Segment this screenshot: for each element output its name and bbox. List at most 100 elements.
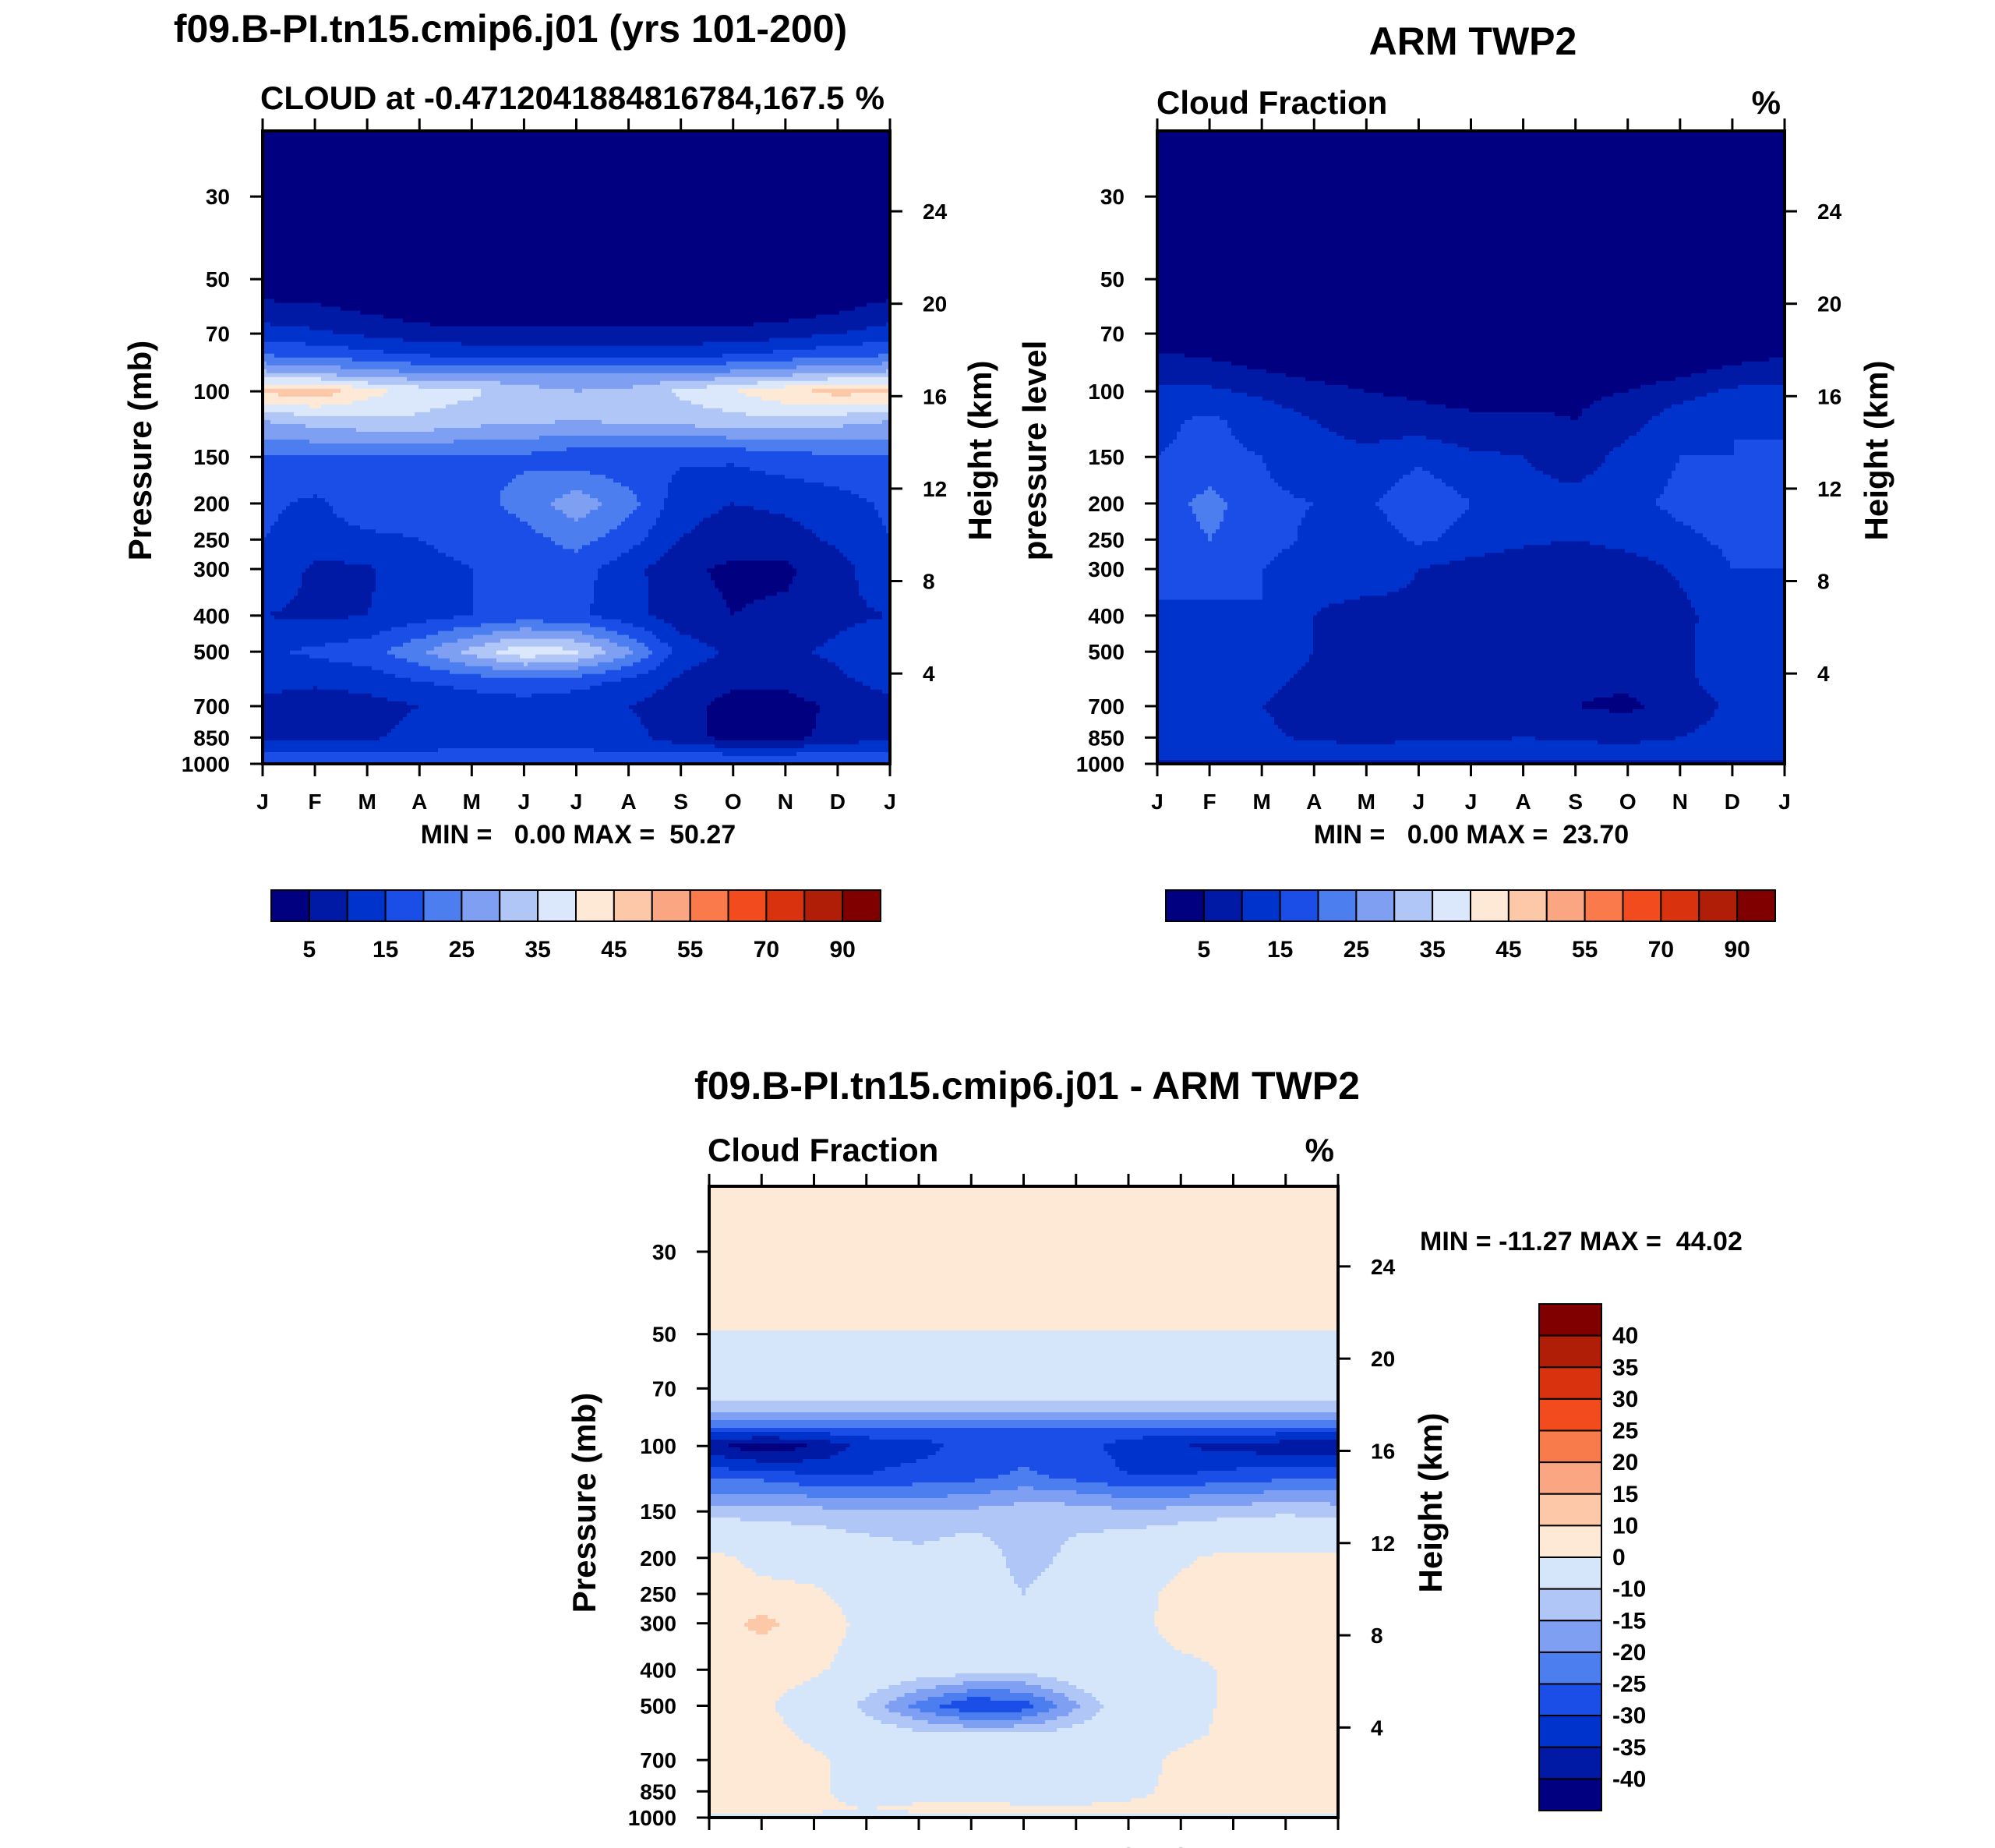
contour-cell [543,619,622,624]
contour-cell [1223,514,1306,518]
contour-cell [1157,267,1785,273]
contour-cell [740,1518,1218,1522]
contour-cell [834,1654,1195,1659]
contour-cell [1442,479,1559,483]
contour-cell [1157,369,1267,374]
contour-cell [590,607,649,613]
contour-cell [263,744,715,749]
contour-cell [1609,451,1735,456]
contour-cell [329,658,408,663]
contour-cell [1216,1701,1339,1705]
contour-cell [1157,170,1785,175]
contour-cell [846,1627,1160,1631]
contour-cell [637,673,680,679]
contour-cell [1209,1724,1339,1729]
contour-cell [263,197,891,202]
contour-cell [1157,677,1291,683]
contour-cell [348,345,817,351]
contour-cell [900,1681,964,1686]
contour-cell [834,1794,1147,1799]
contour-cell [263,576,302,581]
contour-cell [625,518,657,522]
contour-cell [859,584,891,589]
y-tick-label: 150 [1088,445,1125,469]
colorbar-box [1538,1366,1602,1400]
contour-cell [263,510,283,514]
contour-cell [709,1475,999,1479]
contour-cell [795,1685,890,1690]
contour-cell [1157,166,1785,171]
contour-cell [302,584,376,589]
contour-cell [878,514,891,518]
contour-cell [804,525,887,530]
contour-cell [1664,564,1731,569]
contour-cell [812,732,891,737]
contour-cell [1707,369,1785,374]
contour-cell [1115,1440,1280,1444]
contour-cell [709,1810,823,1814]
y-tick-label: 50 [206,267,230,292]
contour-cell [1157,619,1314,624]
y2-tick-label: 12 [923,477,947,501]
contour-cell [563,646,602,652]
contour-cell [263,373,337,378]
contour-cell [1313,638,1696,644]
contour-cell [1329,603,1692,609]
contour-cell [1157,697,1271,702]
contour-cell [418,705,630,710]
contour-cell [672,475,786,479]
contour-cell [621,482,669,487]
contour-cell [709,1638,843,1643]
contour-cell [769,337,891,343]
contour-cell [263,267,891,273]
contour-cell [644,642,669,648]
contour-cell [826,1592,1022,1596]
colorbar-label: 90 [1724,937,1750,963]
colorbar-label: -35 [1612,1735,1646,1761]
x-tick-label: J [256,790,269,814]
contour-cell [785,384,891,390]
contour-cell [1247,392,1384,398]
contour-cell [1672,471,1785,475]
contour-cell [1274,693,1614,698]
colorbar-box [346,889,387,922]
contour-cell [1103,1447,1202,1452]
contour-cell [637,638,661,644]
contour-cell [1157,588,1263,593]
contour-cell [1633,708,1715,714]
contour-cell [1379,498,1470,503]
contour-cell [325,498,501,503]
contour-cell [709,1202,1339,1207]
contour-cell [707,712,817,718]
contour-cell [709,1221,1339,1226]
contour-cell [263,747,439,753]
contour-cell [1157,380,1326,386]
contour-cell [896,1697,929,1701]
contour-cell [1504,549,1626,553]
contour-cell [348,689,478,694]
contour-cell [329,502,501,507]
contour-cell [1157,576,1263,581]
contour-cell [1157,373,1287,378]
y-tick-label: 100 [193,380,230,404]
contour-cell [263,693,373,698]
contour-cell [966,1697,991,1701]
contour-cell [1769,357,1785,362]
contour-cell [709,1471,796,1475]
contour-cell [1270,712,1715,718]
contour-cell [263,240,891,245]
colorbar-box [1538,1620,1602,1653]
contour-cell [672,388,739,394]
contour-cell [317,685,454,691]
contour-cell [672,479,805,483]
contour-cell [633,490,669,495]
contour-cell [602,564,649,569]
contour-cell [846,1447,941,1452]
contour-cell [1687,595,1785,601]
contour-cell [1157,525,1201,530]
contour-cell [709,1564,745,1569]
contour-cell [263,654,310,659]
contour-cell [1057,1716,1093,1721]
contour-cell [812,529,887,534]
contour-cell [709,1405,1339,1409]
